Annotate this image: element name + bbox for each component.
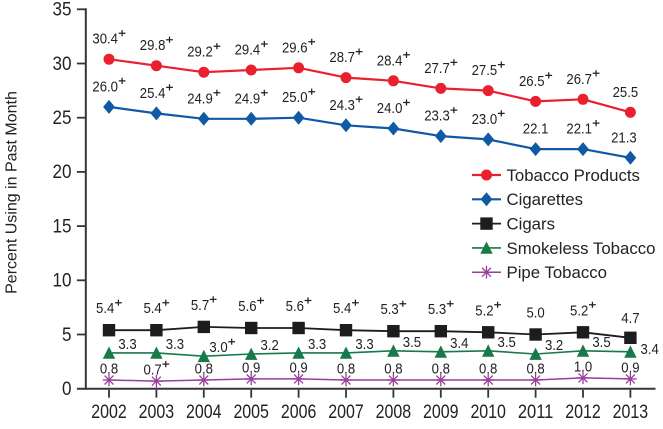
svg-text:0.8: 0.8 [526, 362, 544, 378]
svg-text:2005: 2005 [233, 402, 269, 423]
svg-text:3.4: 3.4 [641, 342, 659, 358]
svg-text:22.1: 22.1 [523, 122, 549, 138]
svg-text:2007: 2007 [328, 402, 364, 423]
svg-text:0: 0 [62, 379, 72, 400]
svg-text:0.9: 0.9 [242, 360, 260, 376]
svg-text:2013: 2013 [613, 402, 649, 423]
svg-text:0.8: 0.8 [100, 362, 118, 378]
svg-text:5: 5 [62, 325, 72, 346]
svg-text:5.4: 5.4 [333, 301, 351, 317]
svg-text:2008: 2008 [376, 402, 412, 423]
svg-text:0.9: 0.9 [289, 360, 307, 376]
svg-text:29.6: 29.6 [282, 40, 308, 56]
svg-text:26.0: 26.0 [92, 79, 118, 95]
svg-text:5.6: 5.6 [286, 299, 304, 315]
svg-text:3.5: 3.5 [592, 335, 610, 351]
svg-text:0.9: 0.9 [621, 360, 639, 376]
svg-text:25.0: 25.0 [282, 90, 308, 106]
svg-text:23.0: 23.0 [472, 112, 498, 128]
svg-text:29.2: 29.2 [187, 45, 213, 61]
svg-text:3.2: 3.2 [545, 338, 563, 354]
svg-text:0.8: 0.8 [384, 362, 402, 378]
svg-text:Pipe Tobacco: Pipe Tobacco [507, 263, 607, 282]
svg-text:28.7: 28.7 [329, 50, 355, 66]
svg-text:3.5: 3.5 [498, 335, 516, 351]
svg-text:5.7: 5.7 [191, 298, 209, 314]
svg-text:27.5: 27.5 [472, 63, 498, 79]
svg-text:21.3: 21.3 [611, 130, 637, 146]
svg-text:2012: 2012 [565, 402, 601, 423]
svg-text:30.4: 30.4 [92, 32, 118, 48]
svg-text:29.4: 29.4 [235, 43, 261, 59]
svg-text:5.0: 5.0 [526, 306, 544, 322]
svg-text:Smokeless Tobacco: Smokeless Tobacco [507, 239, 656, 258]
svg-text:3.3: 3.3 [118, 337, 136, 353]
svg-text:5.2: 5.2 [475, 303, 493, 319]
svg-text:4.7: 4.7 [621, 311, 639, 327]
svg-text:27.7: 27.7 [424, 61, 450, 77]
svg-text:Tobacco Products: Tobacco Products [507, 166, 640, 185]
svg-text:23.3: 23.3 [424, 109, 450, 125]
svg-text:28.4: 28.4 [377, 53, 403, 69]
svg-text:Cigars: Cigars [507, 215, 556, 234]
svg-text:5.4: 5.4 [96, 301, 114, 317]
svg-text:5.3: 5.3 [380, 302, 398, 318]
svg-text:2003: 2003 [139, 402, 175, 423]
svg-text:22.1: 22.1 [566, 122, 592, 138]
svg-text:3.4: 3.4 [450, 336, 468, 352]
svg-text:Cigarettes: Cigarettes [507, 190, 583, 209]
svg-text:0.8: 0.8 [432, 362, 450, 378]
svg-text:25.5: 25.5 [613, 85, 639, 101]
svg-text:29.8: 29.8 [140, 38, 166, 54]
svg-text:0.8: 0.8 [479, 362, 497, 378]
svg-text:3.3: 3.3 [166, 337, 184, 353]
svg-text:5.3: 5.3 [428, 302, 446, 318]
svg-text:24.9: 24.9 [235, 91, 261, 107]
svg-text:24.0: 24.0 [377, 101, 403, 117]
svg-text:2009: 2009 [423, 402, 459, 423]
svg-text:25.4: 25.4 [140, 86, 166, 102]
svg-text:30: 30 [53, 54, 72, 75]
svg-text:0.7: 0.7 [143, 363, 161, 379]
svg-text:1.0: 1.0 [574, 359, 592, 375]
svg-text:24.9: 24.9 [187, 91, 213, 107]
svg-text:5.2: 5.2 [570, 303, 588, 319]
svg-text:20: 20 [53, 162, 72, 183]
svg-text:26.7: 26.7 [566, 72, 592, 88]
svg-text:3.2: 3.2 [261, 338, 279, 354]
svg-text:0.8: 0.8 [337, 362, 355, 378]
svg-text:3.5: 3.5 [403, 335, 421, 351]
svg-text:15: 15 [53, 216, 72, 237]
svg-text:5.4: 5.4 [143, 301, 161, 317]
svg-text:2002: 2002 [91, 402, 127, 423]
svg-text:5.6: 5.6 [238, 299, 256, 315]
svg-text:0.8: 0.8 [195, 362, 213, 378]
svg-text:2006: 2006 [281, 402, 317, 423]
svg-text:24.3: 24.3 [329, 98, 355, 114]
svg-text:Percent Using in Past Month: Percent Using in Past Month [3, 91, 20, 294]
svg-text:2010: 2010 [470, 402, 506, 423]
svg-text:25: 25 [53, 108, 72, 129]
svg-text:3.3: 3.3 [308, 337, 326, 353]
svg-text:26.5: 26.5 [519, 74, 545, 90]
svg-text:3.0: 3.0 [209, 340, 227, 356]
svg-text:2004: 2004 [186, 402, 222, 423]
svg-text:35: 35 [53, 0, 72, 21]
svg-text:3.3: 3.3 [355, 337, 373, 353]
svg-text:10: 10 [53, 271, 72, 292]
svg-text:2011: 2011 [518, 402, 554, 423]
